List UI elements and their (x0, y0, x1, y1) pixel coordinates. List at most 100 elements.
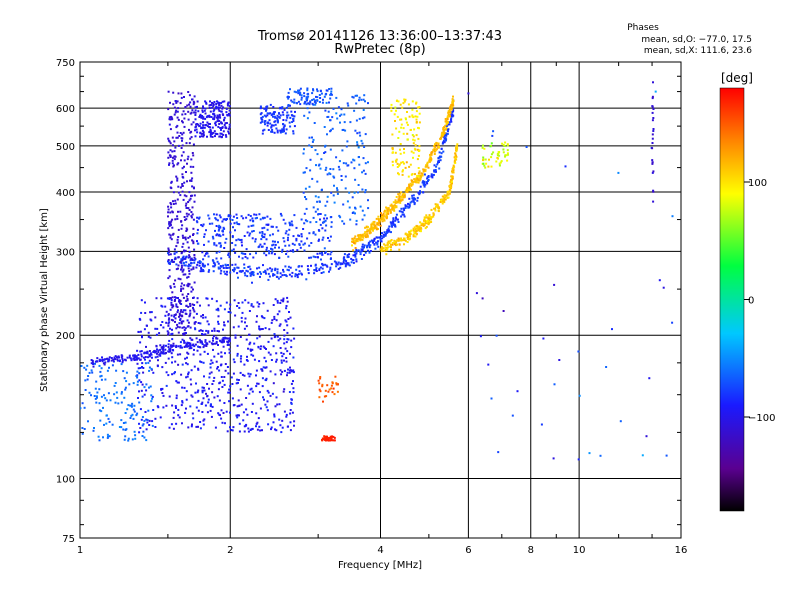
data-point (312, 232, 315, 235)
data-point (409, 201, 412, 204)
data-point (231, 397, 234, 400)
data-point (261, 429, 263, 432)
data-point (651, 119, 654, 122)
data-point (263, 114, 266, 117)
data-point (249, 373, 252, 376)
data-point (207, 122, 210, 125)
data-point (274, 240, 276, 243)
data-point (420, 172, 423, 175)
data-point (196, 105, 198, 108)
data-point (397, 221, 400, 223)
data-point (162, 344, 165, 347)
data-point (202, 316, 205, 319)
data-point (283, 342, 286, 345)
data-point (321, 439, 324, 442)
data-point (370, 225, 373, 228)
data-point (181, 144, 184, 147)
data-point (316, 252, 319, 255)
data-point (188, 314, 191, 317)
data-point (141, 335, 143, 338)
data-point (397, 200, 400, 203)
data-point (179, 314, 181, 317)
data-point (418, 225, 421, 228)
data-point (217, 412, 220, 415)
data-point (308, 144, 311, 147)
data-point (185, 295, 188, 298)
data-point (124, 388, 127, 391)
data-point (352, 261, 355, 264)
data-point (409, 129, 412, 131)
data-point (312, 88, 314, 91)
data-point (190, 347, 193, 350)
data-point (227, 391, 230, 394)
data-point (411, 183, 414, 186)
data-point (239, 357, 242, 360)
data-point (187, 293, 190, 295)
data-point (310, 146, 313, 148)
data-point (134, 358, 137, 361)
data-point (331, 391, 334, 394)
data-point (174, 371, 176, 374)
data-point (410, 179, 413, 182)
data-point (392, 222, 395, 225)
data-point (193, 281, 196, 284)
data-point (394, 199, 397, 202)
data-point (206, 121, 209, 124)
data-point (447, 130, 449, 133)
data-point (202, 419, 205, 422)
data-point (553, 283, 556, 286)
data-point (196, 349, 199, 352)
data-point (403, 196, 406, 198)
data-point (171, 361, 173, 364)
data-point (427, 166, 430, 169)
data-point (180, 315, 183, 318)
data-point (256, 421, 259, 424)
data-point (218, 399, 221, 402)
data-point (181, 400, 184, 403)
data-point (377, 218, 380, 221)
data-point (558, 359, 561, 361)
data-point (428, 214, 431, 217)
data-point (261, 120, 264, 123)
data-point (382, 235, 385, 238)
data-point (438, 160, 440, 163)
data-point (379, 237, 382, 240)
data-point (429, 217, 432, 220)
data-point (353, 242, 356, 244)
data-point (165, 321, 168, 324)
data-point (169, 347, 172, 350)
data-point (217, 108, 220, 111)
data-point (216, 395, 219, 398)
data-point (484, 158, 487, 161)
data-point (309, 169, 312, 172)
data-point (651, 133, 654, 136)
data-point (245, 325, 248, 328)
data-point (286, 268, 289, 271)
data-point (283, 338, 286, 341)
data-point (279, 424, 282, 427)
data-point (372, 241, 374, 244)
data-point (189, 337, 192, 340)
data-point (363, 232, 366, 235)
data-point (376, 228, 379, 230)
data-point (211, 383, 214, 385)
data-point (319, 390, 322, 393)
data-point (229, 311, 232, 314)
data-point (181, 234, 184, 237)
data-point (450, 187, 452, 190)
data-point (408, 186, 411, 189)
data-point (444, 136, 447, 139)
data-point (172, 416, 175, 419)
data-point (214, 122, 217, 125)
data-point (364, 162, 367, 165)
data-point (446, 193, 449, 196)
data-point (185, 390, 188, 393)
data-point (251, 273, 254, 275)
data-point (197, 110, 200, 113)
data-point (311, 140, 314, 143)
data-point (418, 121, 421, 124)
data-point (260, 118, 263, 121)
data-point (162, 346, 165, 348)
data-point (184, 345, 187, 348)
data-point (169, 350, 172, 353)
